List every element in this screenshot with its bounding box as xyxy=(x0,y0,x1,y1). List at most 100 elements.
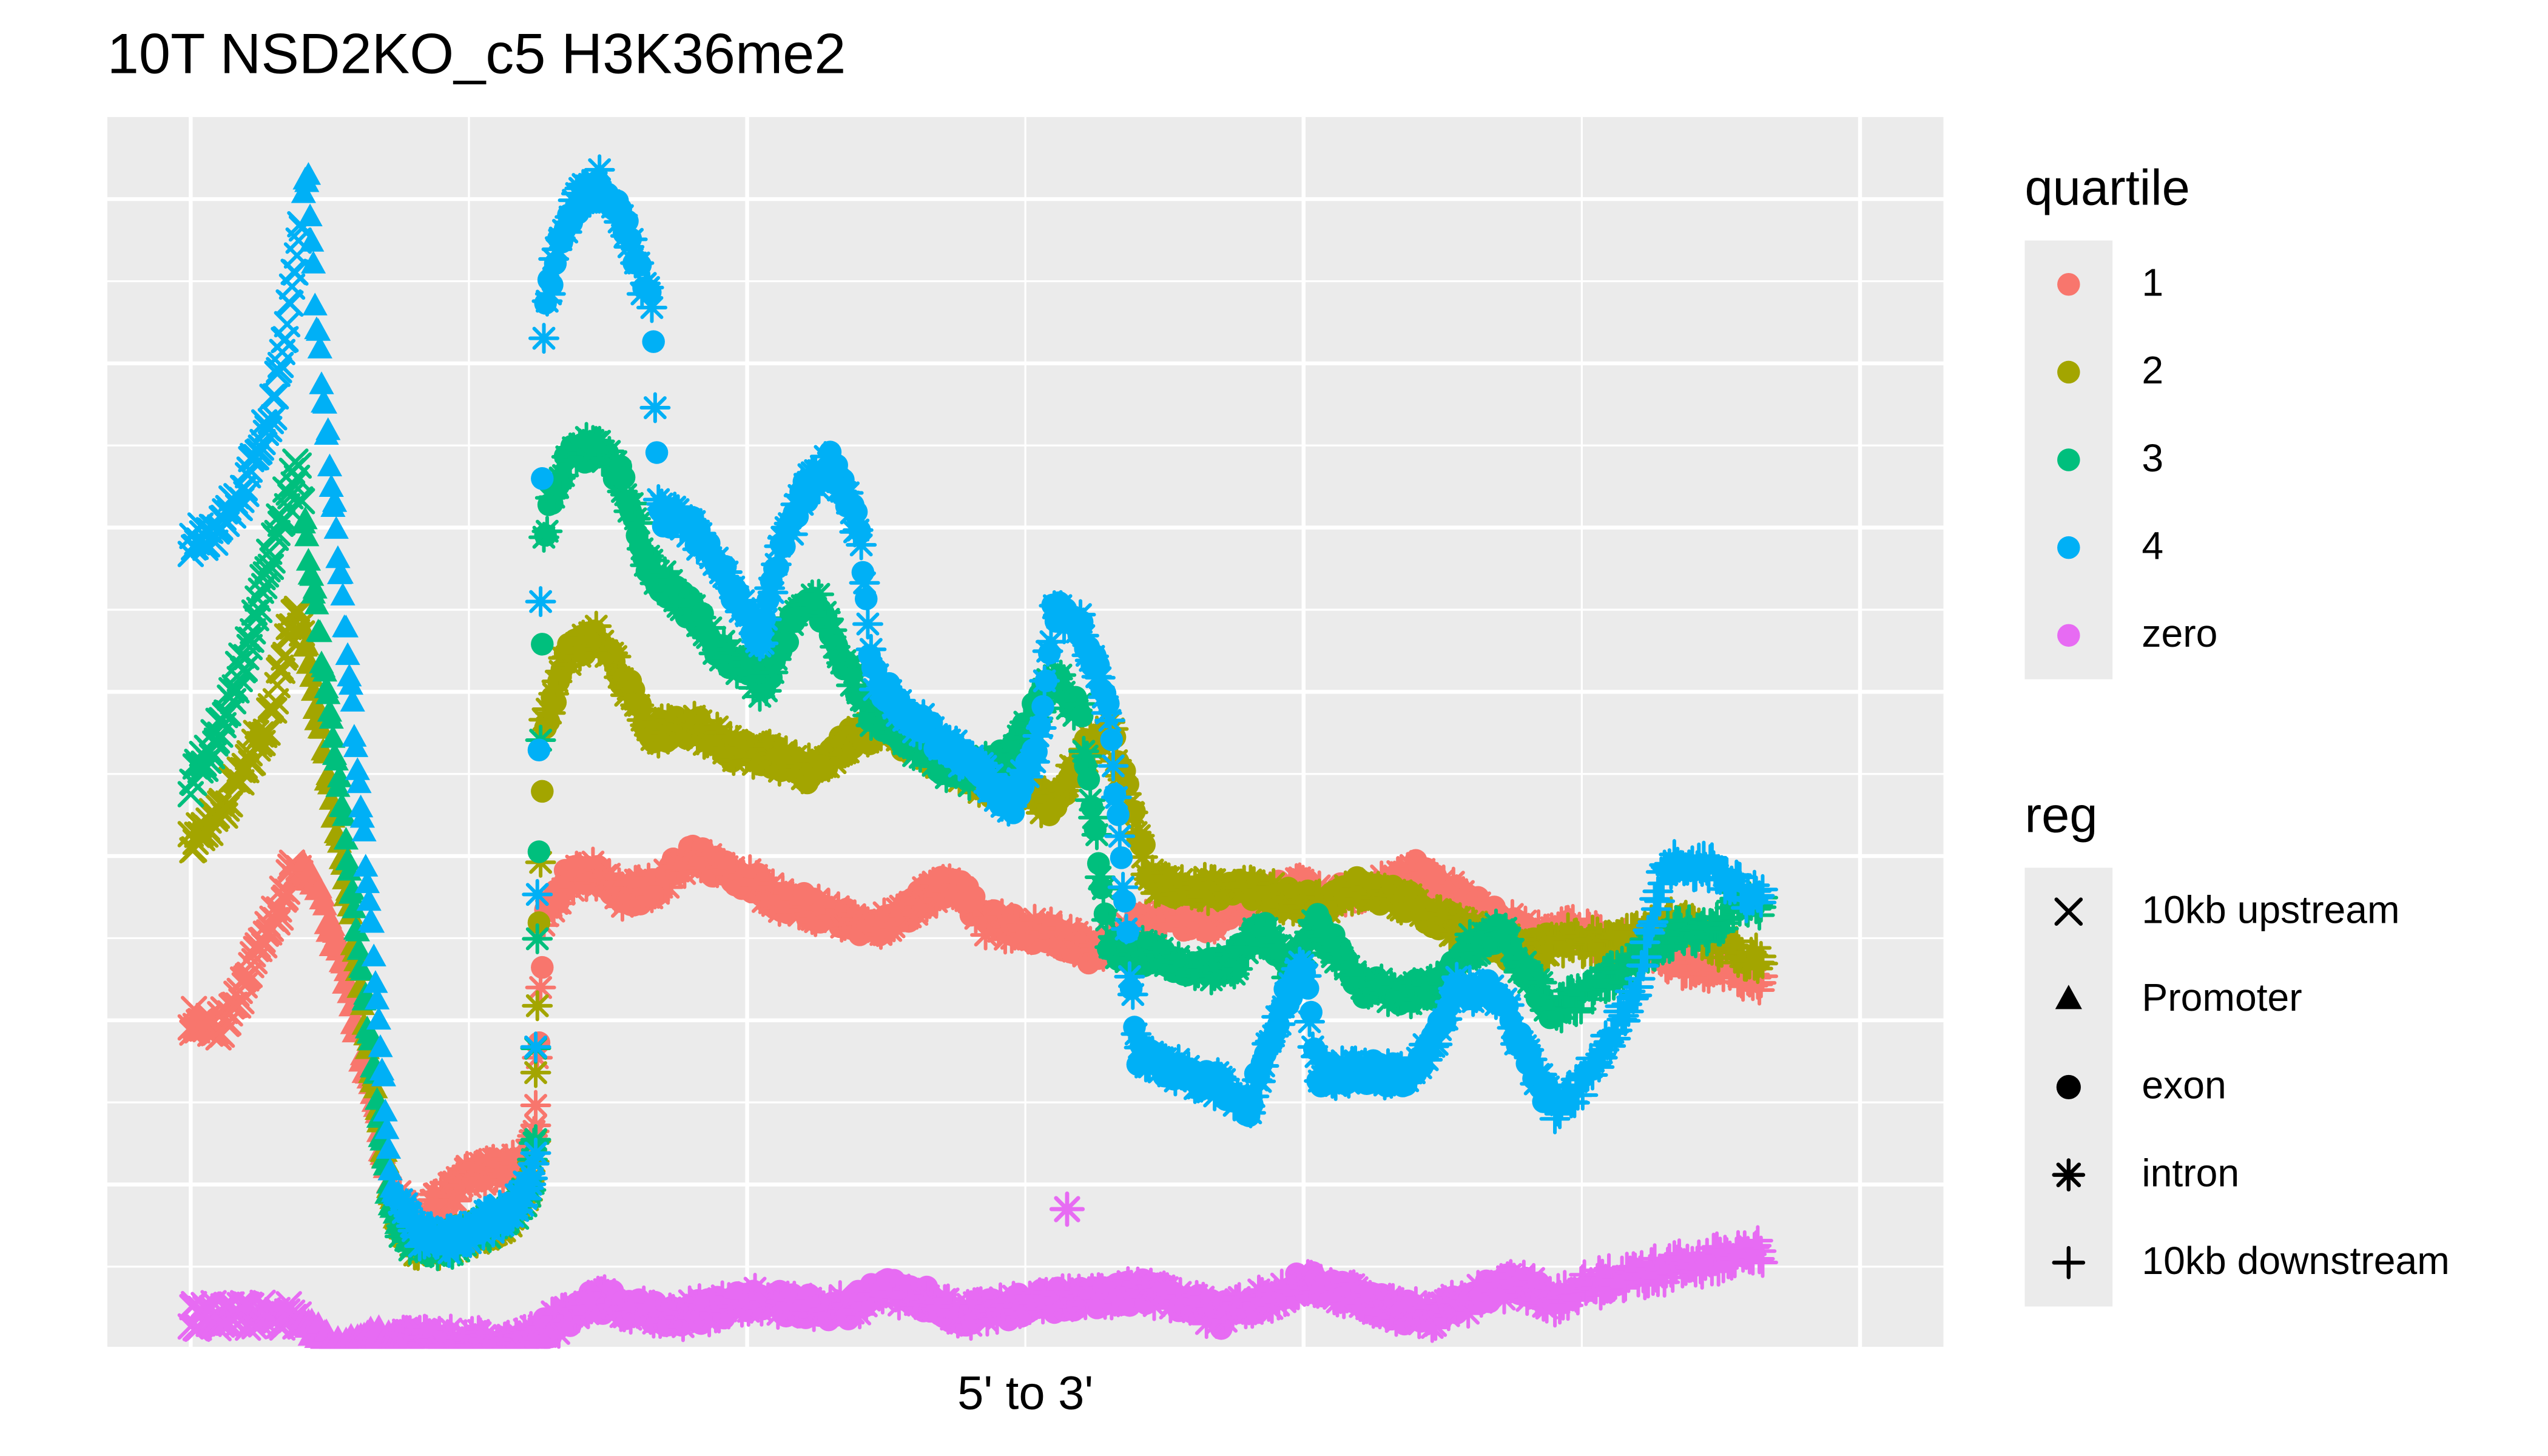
data-point xyxy=(1452,1298,1484,1329)
data-point xyxy=(750,604,782,635)
data-point xyxy=(333,826,359,850)
data-point xyxy=(636,544,667,576)
data-point xyxy=(1071,740,1103,772)
data-point xyxy=(1264,1008,1296,1040)
data-point xyxy=(1238,1080,1270,1112)
data-point xyxy=(901,898,932,930)
data-point xyxy=(372,1098,398,1122)
data-point xyxy=(507,1332,539,1349)
data-point xyxy=(285,452,312,479)
data-point xyxy=(299,563,325,586)
data-point xyxy=(849,567,880,599)
data-point xyxy=(940,725,972,757)
data-point xyxy=(1025,712,1057,744)
data-points xyxy=(177,154,1778,1349)
legend-reg-label: Promoter xyxy=(2142,976,2302,1021)
legend-quartile-label: zero xyxy=(2142,612,2218,657)
data-point xyxy=(1138,1290,1170,1321)
data-point xyxy=(261,697,288,724)
data-point xyxy=(757,577,789,608)
data-point xyxy=(299,229,325,252)
legend-key-dot xyxy=(2057,448,2080,471)
data-point xyxy=(701,542,733,574)
data-point xyxy=(1526,967,1557,999)
data-point xyxy=(645,441,669,464)
data-point xyxy=(773,535,796,558)
data-point xyxy=(335,847,360,871)
data-point xyxy=(1084,662,1116,693)
data-point xyxy=(520,1138,551,1169)
data-point xyxy=(254,719,281,746)
data-point xyxy=(1494,989,1525,1021)
data-point xyxy=(322,489,348,512)
legend-key-dot xyxy=(2057,624,2080,647)
data-point xyxy=(517,1162,548,1194)
data-point xyxy=(228,988,255,1014)
data-point xyxy=(508,1166,540,1198)
data-point xyxy=(1100,728,1123,752)
data-point xyxy=(307,619,332,642)
data-point xyxy=(351,818,377,841)
data-point xyxy=(548,460,579,491)
data-point xyxy=(757,868,789,900)
data-point xyxy=(593,436,625,467)
data-point xyxy=(203,727,231,754)
data-point xyxy=(1222,953,1253,985)
legend-reg-item: Promoter xyxy=(2025,956,2302,1043)
data-point xyxy=(243,605,269,632)
data-point xyxy=(1035,626,1067,658)
data-point xyxy=(302,576,328,599)
data-point xyxy=(1034,669,1058,693)
data-point xyxy=(1431,1003,1463,1035)
legend-quartile-label: 2 xyxy=(2142,349,2164,394)
data-point xyxy=(305,318,331,341)
data-point xyxy=(813,604,844,635)
data-point xyxy=(192,755,219,782)
data-point xyxy=(852,608,883,640)
data-point xyxy=(986,898,1018,929)
legend-reg-item: 10kb downstream xyxy=(2025,1219,2450,1307)
legend-quartile-label: 4 xyxy=(2142,525,2164,569)
data-point xyxy=(534,697,566,729)
data-point xyxy=(330,794,356,817)
series-zero xyxy=(177,1191,1778,1349)
data-point xyxy=(854,587,878,610)
legend-key-shape xyxy=(2056,1074,2081,1100)
data-point xyxy=(294,632,320,656)
data-point xyxy=(1117,979,1148,1010)
data-point xyxy=(262,524,289,551)
data-point xyxy=(1107,872,1139,903)
legend-quartile-item: 4 xyxy=(2025,504,2163,592)
data-point xyxy=(855,633,887,665)
data-point xyxy=(543,1318,575,1349)
data-point xyxy=(328,561,354,584)
data-point xyxy=(712,556,743,588)
data-point xyxy=(1113,889,1136,913)
legend-reg-item: intron xyxy=(2025,1131,2239,1219)
x-axis-label: 5' to 3' xyxy=(957,1368,1094,1421)
data-point xyxy=(528,323,560,354)
data-point xyxy=(527,738,551,762)
data-point xyxy=(846,529,877,561)
data-point xyxy=(1127,841,1158,873)
data-point xyxy=(525,586,556,618)
legend-key-plus-icon xyxy=(2052,1245,2086,1279)
data-point xyxy=(522,923,553,954)
data-point xyxy=(522,878,553,910)
data-point xyxy=(1644,886,1676,917)
data-point xyxy=(300,251,326,274)
data-point xyxy=(323,747,349,770)
data-point xyxy=(531,633,554,656)
data-point xyxy=(368,1034,393,1057)
data-point xyxy=(1400,1286,1432,1318)
data-point xyxy=(238,626,265,653)
legend-reg-label: intron xyxy=(2142,1152,2240,1196)
data-point xyxy=(642,330,665,353)
data-point xyxy=(803,579,835,610)
data-point xyxy=(359,910,385,933)
data-point xyxy=(738,597,769,629)
data-point xyxy=(1248,1050,1279,1082)
data-point xyxy=(320,725,346,748)
data-point xyxy=(315,681,341,704)
data-point xyxy=(1114,961,1145,993)
